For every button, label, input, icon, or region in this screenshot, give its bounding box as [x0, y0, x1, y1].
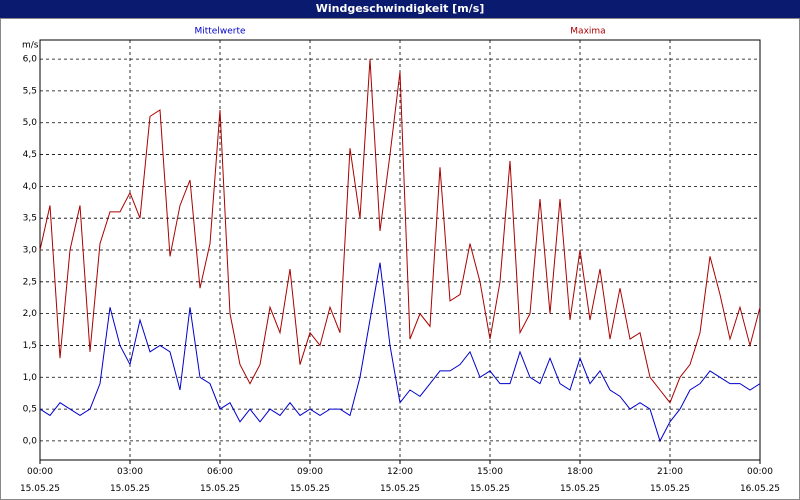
- y-tick-label: 2,0: [23, 309, 38, 319]
- y-tick-label: 5,0: [23, 118, 38, 128]
- x-tick-label: 18:00 15.05.25: [559, 467, 601, 494]
- chart-title: Windgeschwindigkeit [m/s]: [0, 0, 800, 18]
- y-tick-label: 4,5: [23, 150, 37, 160]
- data-line: [39, 59, 761, 404]
- x-tick-label: 00:00 16.05.25: [739, 467, 781, 494]
- legend-entry: Maxima: [570, 27, 605, 37]
- y-tick-label: 2,5: [23, 277, 37, 287]
- x-tick-label: 21:00 15.05.25: [649, 467, 691, 494]
- y-tick-label: 5,5: [23, 86, 37, 96]
- x-tick-label: 06:00 15.05.25: [199, 467, 241, 494]
- y-tick-label: 4,0: [23, 182, 38, 192]
- y-tick-label: 6,0: [23, 55, 38, 65]
- y-tick-label: 3,0: [23, 246, 38, 256]
- x-tick-label: 12:00 15.05.25: [379, 467, 421, 494]
- y-tick-label: 0,5: [23, 405, 37, 415]
- y-tick-label: 3,5: [23, 214, 37, 224]
- x-tick-label: 03:00 15.05.25: [109, 467, 151, 494]
- legend-entry: Mittelwerte: [194, 27, 245, 37]
- x-tick-label: 00:00 15.05.25: [19, 467, 61, 494]
- data-line: [39, 262, 761, 443]
- y-tick-label: 1,5: [23, 341, 37, 351]
- x-tick-label: 09:00 15.05.25: [289, 467, 331, 494]
- y-tick-label: 1,0: [23, 373, 38, 383]
- y-unit: m/s: [22, 41, 39, 51]
- x-tick-label: 15:00 15.05.25: [469, 467, 511, 494]
- y-tick-label: 0,0: [23, 436, 38, 446]
